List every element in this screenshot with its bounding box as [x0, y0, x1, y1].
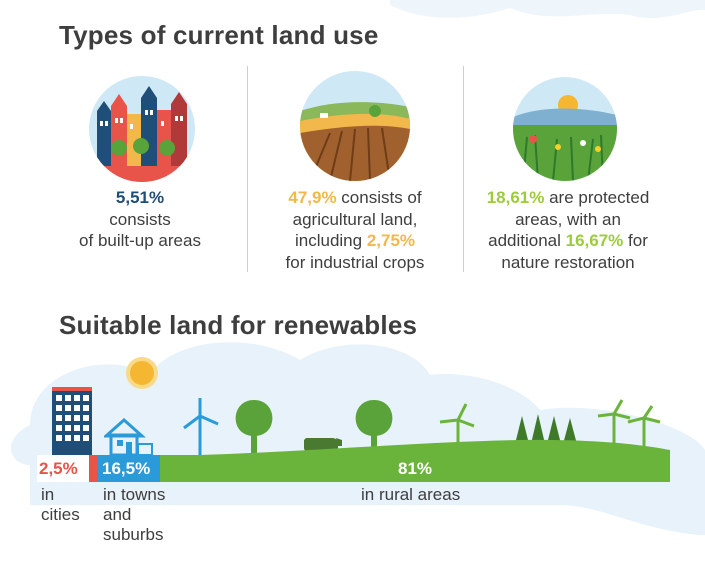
wind-turbine-icon — [183, 398, 219, 456]
cities-pct: 2,5% — [39, 458, 78, 478]
restoration-pct: 16,67% — [565, 231, 624, 250]
built-up-line2: of built-up areas — [79, 231, 201, 250]
protected-stat: 18,61% are protected areas, with an addi… — [468, 187, 668, 273]
column-divider — [463, 66, 464, 272]
tree-icon — [235, 400, 273, 456]
industrial-crops-pct: 2,75% — [366, 231, 416, 250]
bar-segment-towns: 16,5% — [98, 455, 160, 482]
cities-label-line2: cities — [41, 505, 80, 524]
ground-hill — [160, 439, 670, 456]
wind-turbine-icon — [627, 405, 661, 450]
bar-segment-cities: 2,5% — [37, 455, 98, 482]
agricultural-line3: including — [294, 231, 367, 250]
agricultural-pct: 47,9% — [288, 188, 337, 207]
house-icon — [104, 418, 153, 456]
farmland-icon — [300, 71, 410, 181]
built-up-pct: 5,51% — [115, 188, 165, 207]
built-up-line1: consists — [109, 209, 171, 229]
protected-line3-post: for — [623, 231, 648, 250]
rural-label-line1: in rural areas — [361, 485, 461, 504]
towns-label-line1: in towns — [103, 485, 166, 504]
rural-label: in rural areas — [361, 485, 460, 505]
towns-label-line3: suburbs — [103, 525, 164, 544]
land-use-title: Types of current land use — [59, 20, 379, 50]
wind-turbine-icon — [597, 399, 631, 448]
nature-meadow-icon — [513, 77, 617, 181]
cities-label-line1: in — [41, 485, 55, 504]
bar-segment-rural: 81% — [160, 455, 670, 482]
built-up-stat: 5,51% consists of built-up areas — [60, 187, 220, 252]
tree-icon — [355, 400, 393, 456]
city-tower-icon — [52, 387, 92, 457]
protected-line3: additional — [488, 231, 566, 250]
column-divider — [247, 66, 248, 272]
protected-line1: are protected — [544, 188, 650, 207]
sun-icon — [126, 357, 158, 389]
renewables-title: Suitable land for renewables — [59, 310, 418, 340]
towns-label: in towns and suburbs — [103, 485, 165, 545]
towns-pct: 16,5% — [102, 458, 151, 478]
rural-pct: 81% — [397, 458, 433, 478]
towns-label-line2: and — [103, 505, 132, 524]
agricultural-stat: 47,9% consists of agricultural land, inc… — [260, 187, 450, 273]
top-cloud-decoration — [390, 0, 705, 19]
protected-line4: nature restoration — [501, 252, 635, 272]
cities-label: in cities — [41, 485, 80, 525]
agricultural-line2: agricultural land, — [292, 209, 418, 229]
protected-line2: areas, with an — [515, 209, 621, 229]
bar-segment-cities-marker — [89, 455, 98, 482]
agricultural-line4: for industrial crops — [285, 252, 425, 272]
protected-pct: 18,61% — [486, 188, 545, 207]
city-houses-icon — [89, 76, 195, 182]
agricultural-line1: consists of — [336, 188, 422, 207]
